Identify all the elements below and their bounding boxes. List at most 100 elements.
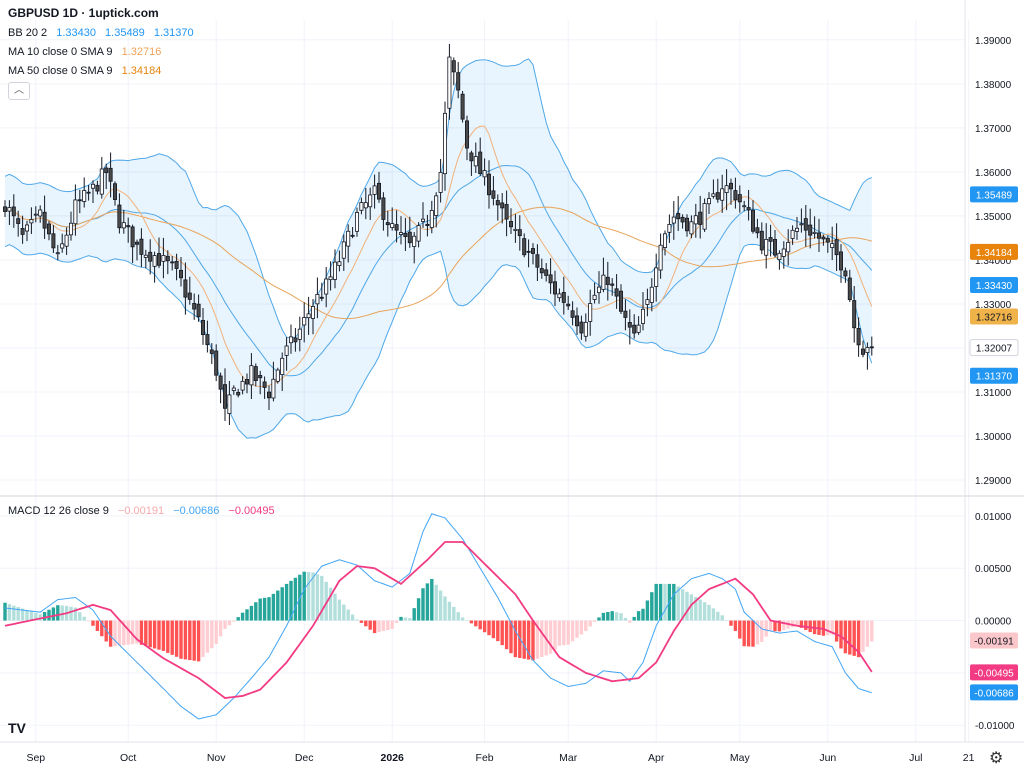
candle-body: [641, 308, 646, 324]
macd-histogram-bar: [34, 612, 38, 621]
macd-histogram-bar: [707, 604, 711, 621]
time-tick-label: Feb: [476, 752, 494, 764]
macd-line: [4, 513, 872, 720]
bb-legend[interactable]: BB 20 2 1.33430 1.35489 1.31370: [8, 27, 194, 39]
candle-body: [376, 182, 381, 200]
candle-body: [222, 384, 227, 409]
macd-histogram-bar: [694, 596, 698, 621]
candle-body: [117, 204, 122, 229]
macd-histogram-bar: [130, 620, 135, 645]
macd-histogram-bar: [267, 597, 271, 621]
candle-body: [99, 168, 104, 195]
candle-body: [605, 276, 610, 285]
candle-body: [861, 348, 866, 355]
candle-body: [583, 321, 588, 337]
candle-body: [777, 252, 782, 260]
candle-body: [522, 238, 527, 256]
candle-body: [156, 253, 161, 266]
macd-histogram-bar: [377, 620, 381, 633]
macd-histogram-bar: [412, 608, 416, 621]
bb-upper-line: [4, 58, 872, 339]
macd-histogram-bar: [865, 620, 870, 647]
macd-histogram-bar: [650, 592, 654, 621]
candle-body: [597, 286, 602, 294]
macd-histogram-bar: [548, 620, 553, 654]
candle-body: [192, 303, 197, 310]
macd-histogram-bar: [566, 620, 570, 645]
candle-body: [130, 226, 135, 248]
macd-histogram-bar: [513, 620, 518, 658]
macd-histogram-bar: [632, 616, 636, 621]
macd-histogram-bar: [390, 620, 394, 629]
candle-body: [715, 192, 720, 200]
macd-histogram-bar: [108, 620, 113, 647]
legend-collapse-button[interactable]: ︿: [8, 82, 30, 100]
ma10-value: 1.32716: [121, 46, 162, 58]
candle-body: [29, 219, 34, 224]
macd-histogram-bar: [289, 580, 293, 621]
macd-histogram-bar: [122, 620, 126, 646]
candle-body: [262, 381, 267, 388]
macd-histogram-bar: [60, 605, 64, 621]
macd-histogram-bar: [196, 620, 201, 662]
time-tick-label: 21: [963, 752, 975, 764]
candle-body: [724, 185, 729, 194]
candle-body: [324, 278, 329, 295]
candle-body: [227, 394, 232, 414]
ma10-legend[interactable]: MA 10 close 0 SMA 9 1.32716: [8, 46, 161, 58]
candle-body: [104, 167, 109, 174]
ma50-legend[interactable]: MA 50 close 0 SMA 9 1.34184: [8, 65, 161, 77]
candle-body: [544, 269, 549, 276]
macd-tick-label: 0.00500: [975, 564, 1012, 575]
macd-histogram-bar: [755, 620, 760, 645]
macd-histogram-bar: [148, 620, 152, 648]
macd-histogram-bar: [139, 620, 144, 645]
macd-tag: -0.00495: [974, 668, 1014, 679]
candle-body: [799, 223, 804, 226]
macd-histogram-bar: [56, 605, 60, 621]
macd-histogram-bar: [742, 620, 746, 647]
time-tick-label: Jun: [819, 752, 836, 764]
macd-histogram-bar: [47, 609, 51, 621]
candle-body: [834, 239, 839, 256]
macd-histogram-bar: [280, 587, 284, 621]
candle-body: [561, 292, 566, 303]
candle-body: [856, 327, 861, 346]
macd-histogram-bar: [227, 620, 232, 626]
gear-icon[interactable]: ⚙: [989, 750, 1004, 767]
bollinger-band-fill: [5, 58, 872, 439]
candle-body: [288, 336, 293, 344]
macd-histogram-bar: [474, 620, 478, 627]
macd-histogram-bar: [403, 617, 408, 621]
candle-body: [11, 206, 16, 217]
macd-histogram-bar: [456, 612, 460, 621]
candle-body: [51, 233, 56, 249]
candle-body: [60, 243, 65, 249]
candle-body: [55, 252, 60, 255]
macd-legend-label: MACD 12 26 close 9: [8, 505, 109, 517]
macd-histogram-bar: [425, 583, 430, 621]
macd-histogram-bar: [487, 620, 491, 636]
macd-histogram-bar: [610, 611, 614, 621]
macd-legend[interactable]: MACD 12 26 close 9 −0.00191 −0.00686 −0.…: [8, 505, 275, 517]
candle-body: [649, 286, 654, 303]
candle-body: [843, 270, 848, 277]
candle-body: [319, 296, 324, 299]
macd-histogram-bar: [386, 620, 390, 630]
macd-histogram-bar: [676, 586, 680, 621]
candle-body: [310, 306, 315, 319]
candle-body: [143, 254, 148, 258]
candle-body: [508, 221, 513, 228]
macd-histogram-bar: [201, 620, 205, 658]
candle-body: [205, 334, 210, 346]
candle-body: [64, 234, 69, 247]
candle-body: [751, 209, 756, 232]
macd-histogram-bar: [509, 620, 513, 654]
macd-histogram-bar: [104, 620, 108, 642]
macd-histogram-bar: [500, 620, 504, 646]
candle-body: [491, 190, 496, 199]
candle-body: [702, 203, 707, 230]
macd-histogram-bar: [764, 620, 768, 637]
macd-histogram-bar: [729, 620, 733, 626]
